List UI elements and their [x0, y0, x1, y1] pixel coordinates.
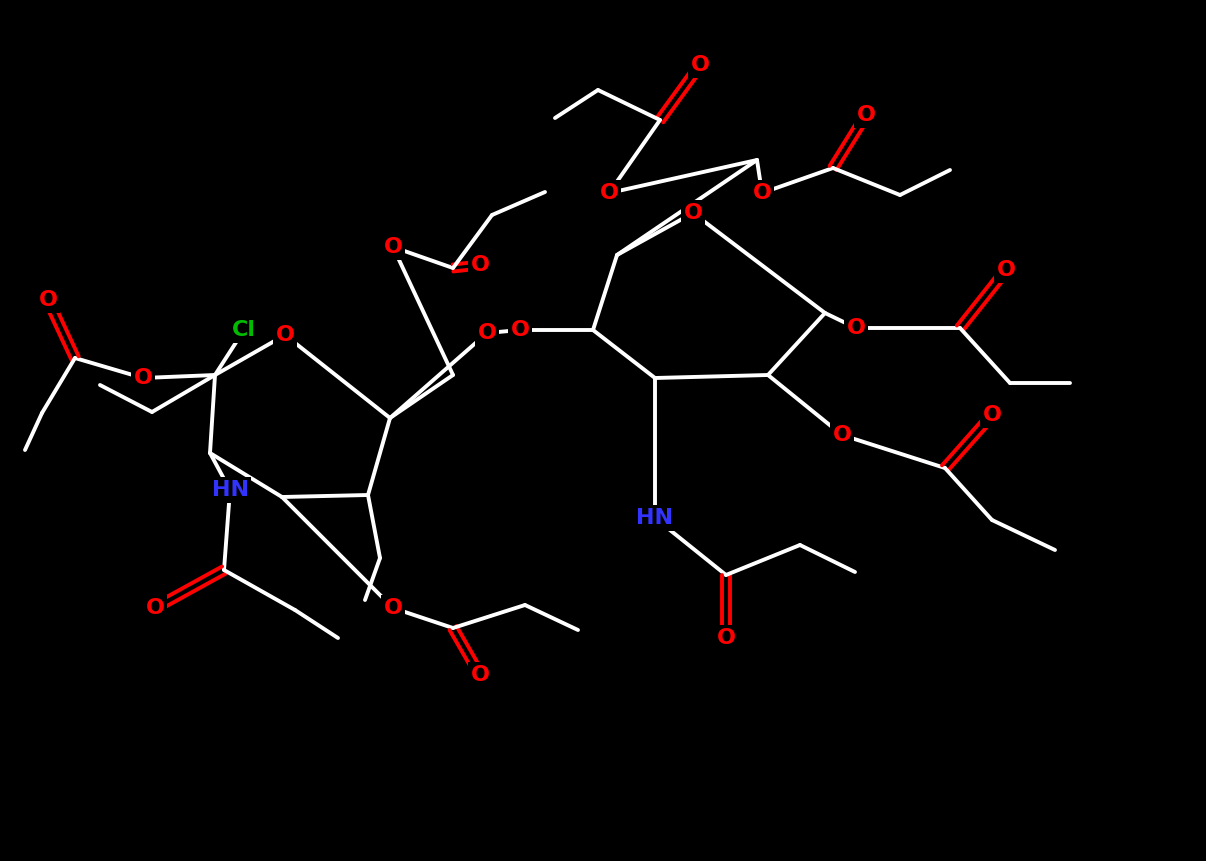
- Text: O: O: [832, 425, 851, 445]
- Text: O: O: [847, 318, 866, 338]
- Text: O: O: [478, 323, 497, 343]
- Text: HN: HN: [637, 508, 673, 528]
- Text: O: O: [691, 55, 709, 75]
- Text: O: O: [599, 183, 619, 203]
- Text: O: O: [684, 203, 703, 223]
- Text: O: O: [134, 368, 152, 388]
- Text: O: O: [275, 325, 294, 345]
- Text: O: O: [470, 665, 490, 685]
- Text: O: O: [384, 598, 403, 618]
- Text: O: O: [856, 105, 876, 125]
- Text: O: O: [384, 237, 403, 257]
- Text: O: O: [510, 320, 529, 340]
- Text: O: O: [39, 290, 58, 310]
- Text: Cl: Cl: [232, 320, 256, 340]
- Text: O: O: [753, 183, 772, 203]
- Text: O: O: [983, 405, 1001, 425]
- Text: O: O: [470, 255, 490, 275]
- Text: O: O: [996, 260, 1015, 280]
- Text: O: O: [716, 628, 736, 648]
- Text: HN: HN: [211, 480, 248, 500]
- Text: O: O: [146, 598, 164, 618]
